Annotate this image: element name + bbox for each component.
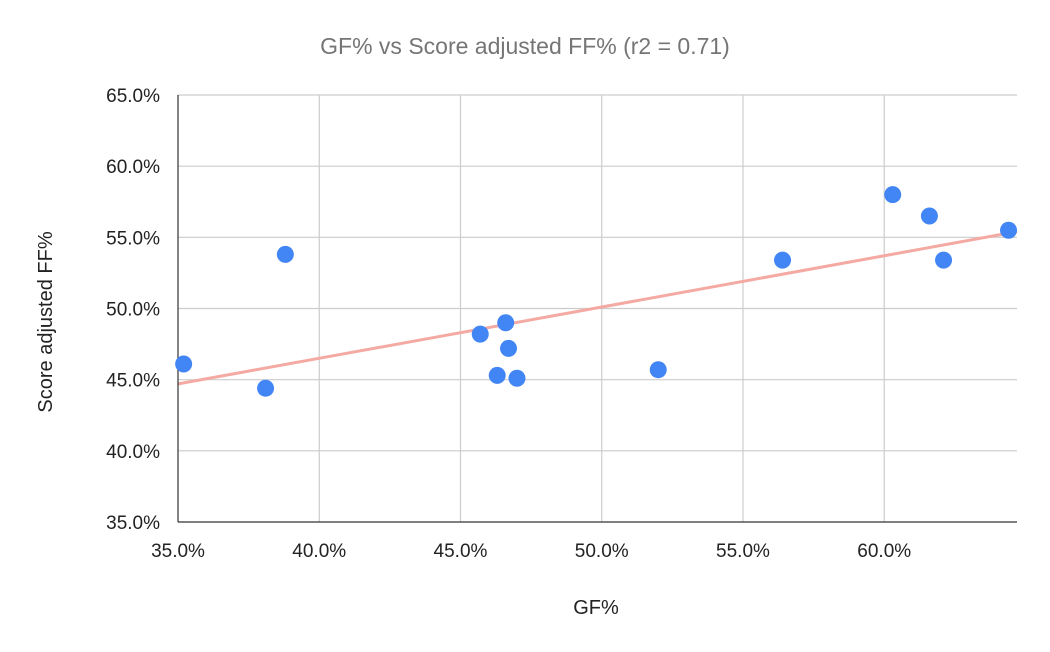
data-points [175,186,1018,397]
data-point [935,251,953,269]
x-tick-label: 50.0% [575,541,629,562]
chart-title: GF% vs Score adjusted FF% (r2 = 0.71) [320,33,730,59]
y-tick-label: 60.0% [106,157,160,178]
data-point [649,361,667,379]
y-tick-label: 35.0% [106,513,160,534]
x-tick-label: 55.0% [716,541,770,562]
data-point [1000,221,1018,239]
y-tick-label: 55.0% [106,228,160,249]
data-point [508,369,526,387]
y-tick-label: 50.0% [106,300,160,321]
x-tick-label: 60.0% [857,541,911,562]
data-point [500,339,518,357]
y-tick-label: 45.0% [106,371,160,392]
data-point [471,325,489,343]
data-point [175,355,193,373]
trendline [177,230,1018,386]
gridlines [178,94,1017,522]
x-axis-title: GF% [573,597,619,619]
tick-labels: 35.0% 40.0% 45.0% 50.0% 55.0% 60.0% 65.0% 35.0%… [106,86,911,562]
data-point [774,251,792,269]
y-tick-label: 65.0% [106,86,160,107]
data-point [276,245,294,263]
trendline-layer [177,230,1018,386]
y-axis-title: Score adjusted FF% [35,231,57,412]
x-tick-label: 45.0% [434,541,488,562]
data-point [884,186,902,204]
x-tick-label: 40.0% [292,541,346,562]
data-point [488,366,506,384]
axes [177,95,1017,523]
data-point [920,207,938,225]
data-point [257,379,275,397]
data-point [497,314,515,332]
y-tick-label: 40.0% [106,442,160,463]
x-tick-label: 35.0% [151,541,205,562]
